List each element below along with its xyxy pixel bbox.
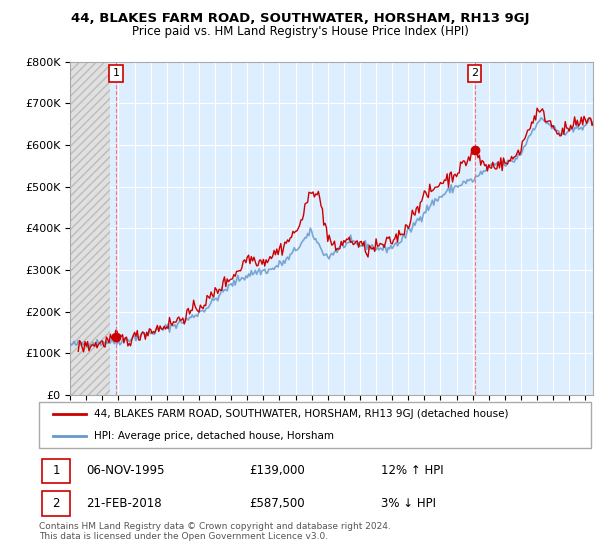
- Text: 2: 2: [52, 497, 60, 510]
- Text: 06-NOV-1995: 06-NOV-1995: [86, 464, 164, 478]
- Text: £587,500: £587,500: [249, 497, 304, 510]
- Bar: [42, 491, 70, 516]
- Text: 44, BLAKES FARM ROAD, SOUTHWATER, HORSHAM, RH13 9GJ (detached house): 44, BLAKES FARM ROAD, SOUTHWATER, HORSHA…: [94, 409, 509, 419]
- Text: HPI: Average price, detached house, Horsham: HPI: Average price, detached house, Hors…: [94, 431, 334, 441]
- Text: 1: 1: [52, 464, 60, 478]
- Text: 3% ↓ HPI: 3% ↓ HPI: [381, 497, 436, 510]
- Text: 1: 1: [113, 68, 119, 78]
- Text: Price paid vs. HM Land Registry's House Price Index (HPI): Price paid vs. HM Land Registry's House …: [131, 25, 469, 38]
- Bar: [42, 459, 70, 483]
- Text: 12% ↑ HPI: 12% ↑ HPI: [381, 464, 444, 478]
- Text: £139,000: £139,000: [249, 464, 305, 478]
- Text: 44, BLAKES FARM ROAD, SOUTHWATER, HORSHAM, RH13 9GJ: 44, BLAKES FARM ROAD, SOUTHWATER, HORSHA…: [71, 12, 529, 25]
- Text: 2: 2: [471, 68, 478, 78]
- Text: 21-FEB-2018: 21-FEB-2018: [86, 497, 161, 510]
- Text: Contains HM Land Registry data © Crown copyright and database right 2024.
This d: Contains HM Land Registry data © Crown c…: [39, 522, 391, 542]
